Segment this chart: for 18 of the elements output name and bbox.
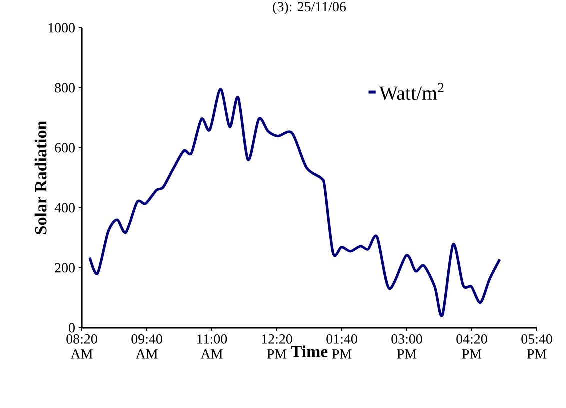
x-tick-label: 01:40 PM bbox=[326, 334, 358, 359]
y-axis-title: Solar Radiation bbox=[34, 121, 47, 234]
x-tick-label: 09:40 AM bbox=[132, 334, 162, 359]
x-tick-label: 04:20 PM bbox=[456, 334, 488, 359]
y-tick-label: 1000 bbox=[48, 23, 75, 33]
x-tick-label: 08:20 AM bbox=[66, 334, 98, 359]
legend-label: Watt/m$^{2}$ bbox=[379, 83, 444, 100]
x-tick-label: 12:20 PM bbox=[262, 334, 292, 359]
y-tick-label: 200 bbox=[55, 263, 75, 273]
y-tick-label: 600 bbox=[55, 143, 75, 153]
x-tick-label: 03:00 PM bbox=[392, 334, 422, 359]
x-tick-label: 05:40 PM bbox=[522, 334, 552, 359]
chart-title: (3): 25/11/06 bbox=[273, 2, 346, 14]
x-axis-title: Time bbox=[291, 346, 328, 358]
y-tick-label: 0 bbox=[69, 323, 75, 333]
y-tick-label: 800 bbox=[55, 83, 75, 93]
y-tick-label: 400 bbox=[54, 203, 75, 213]
x-tick-label: 11:00 AM bbox=[198, 334, 228, 359]
